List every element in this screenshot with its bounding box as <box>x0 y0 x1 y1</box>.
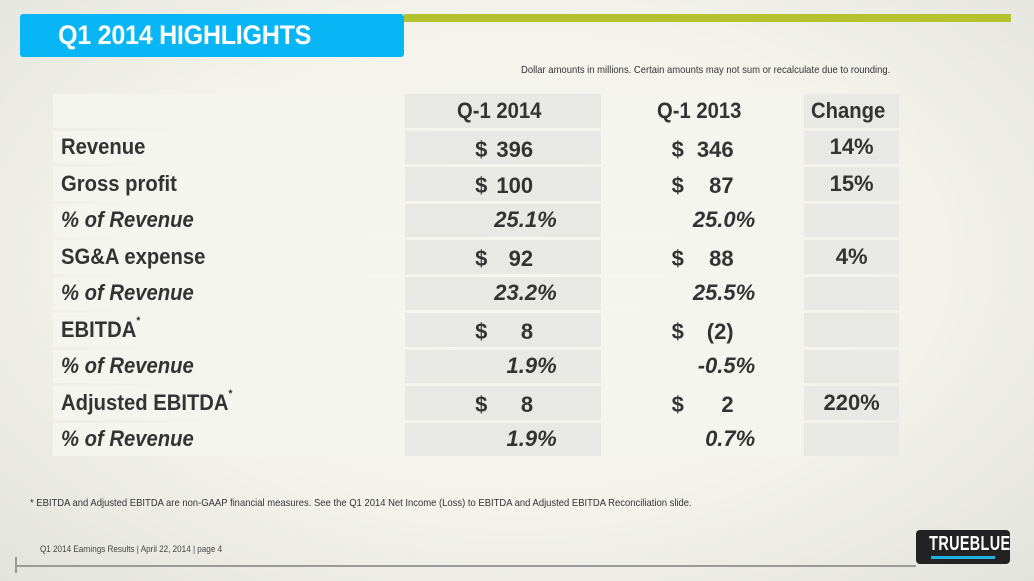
q1-2014-value: $92 <box>405 240 601 274</box>
q1-2013-value: $2 <box>603 386 802 420</box>
change-value: 4% <box>804 240 899 274</box>
table-row: % of Revenue 1.9% -0.5% <box>53 349 899 383</box>
row-label: Revenue <box>53 130 403 164</box>
table-row: SG&A expense $92 $88 4% <box>53 240 899 274</box>
header-change: Change <box>804 94 899 128</box>
change-value <box>804 313 899 347</box>
change-value <box>804 276 899 310</box>
table-row: % of Revenue 25.1% 25.0% <box>53 203 899 237</box>
change-value: 14% <box>804 130 899 164</box>
change-value <box>804 203 899 237</box>
change-value <box>804 422 899 456</box>
table-row: Adjusted EBITDA* $8 $2 220% <box>53 386 899 420</box>
table-row: % of Revenue 1.9% 0.7% <box>53 422 899 456</box>
change-value: 15% <box>804 167 899 201</box>
q1-2013-value: 25.5% <box>603 276 802 310</box>
q1-2013-value: $ (2) <box>603 313 802 347</box>
q1-2014-value: 25.1% <box>405 203 601 237</box>
q1-2014-value: 1.9% <box>405 349 601 383</box>
q1-2013-value: -0.5% <box>603 349 802 383</box>
row-label: Gross profit <box>53 167 403 201</box>
row-label: Adjusted EBITDA* <box>53 386 403 420</box>
page-title: Q1 2014 HIGHLIGHTS <box>58 20 312 50</box>
page-footer: Q1 2014 Earnings Results | April 22, 201… <box>40 544 223 554</box>
table-row: EBITDA* $8 $ (2) <box>53 313 899 347</box>
header-q1-2014: Q-1 2014 <box>405 94 601 128</box>
q1-2014-value: 1.9% <box>405 422 601 456</box>
q1-2013-value: 25.0% <box>603 203 802 237</box>
table-header-row: Q-1 2014 Q-1 2013 Change <box>53 94 899 128</box>
rounding-note: Dollar amounts in millions. Certain amou… <box>521 64 891 76</box>
q1-2014-value: $8 <box>405 313 601 347</box>
q1-2013-value: $87 <box>603 167 802 201</box>
footnote: * EBITDA and Adjusted EBITDA are non-GAA… <box>30 497 692 509</box>
accent-line <box>404 14 1011 22</box>
q1-2014-value: $396 <box>405 130 601 164</box>
change-value: 220% <box>804 386 899 420</box>
row-label: % of Revenue <box>53 422 403 456</box>
q1-2013-value: $346 <box>603 130 802 164</box>
q1-2013-value: 0.7% <box>603 422 802 456</box>
q1-2014-value: $100 <box>405 167 601 201</box>
row-label: % of Revenue <box>53 276 403 310</box>
row-label: % of Revenue <box>53 203 403 237</box>
row-label: % of Revenue <box>53 349 403 383</box>
logo-underline <box>931 556 995 559</box>
table-row: % of Revenue 23.2% 25.5% <box>53 276 899 310</box>
q1-2014-value: 23.2% <box>405 276 601 310</box>
q1-2014-value: $8 <box>405 386 601 420</box>
q1-2013-value: $88 <box>603 240 802 274</box>
row-label: SG&A expense <box>53 240 403 274</box>
row-label: EBITDA* <box>53 313 403 347</box>
table-row: Gross profit $100 $87 15% <box>53 167 899 201</box>
highlights-table: Q-1 2014 Q-1 2013 Change Revenue $396 $3… <box>50 91 902 459</box>
footer-rule <box>16 565 916 567</box>
header-q1-2013: Q-1 2013 <box>603 94 802 128</box>
change-value <box>804 349 899 383</box>
table-row: Revenue $396 $346 14% <box>53 130 899 164</box>
trueblue-logo: TRUEBLUE <box>916 530 1010 564</box>
logo-text: TRUEBLUE <box>929 533 1011 555</box>
title-bar: Q1 2014 HIGHLIGHTS <box>20 14 404 57</box>
header-label <box>53 94 403 128</box>
